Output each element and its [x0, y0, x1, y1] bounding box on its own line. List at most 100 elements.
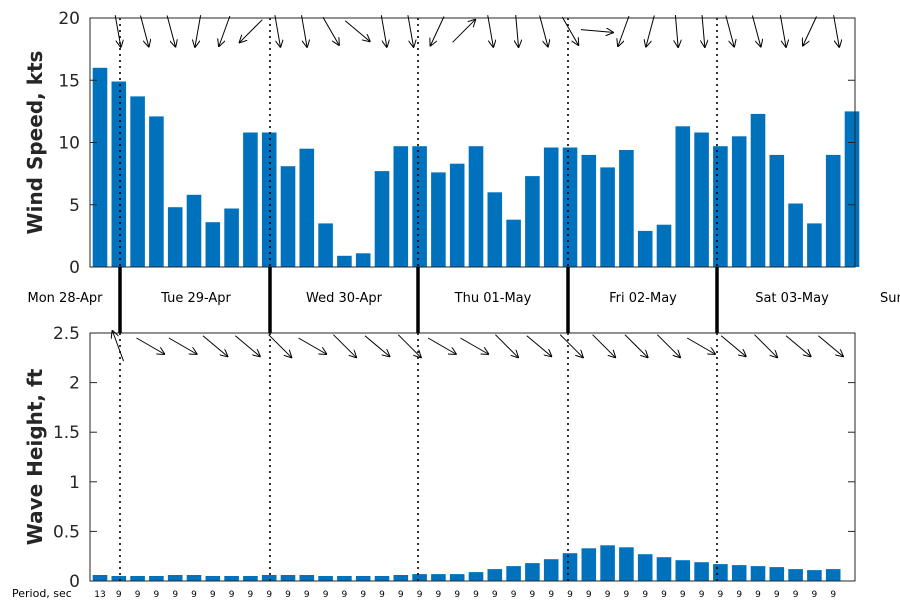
wave-direction-arrow-15	[559, 334, 583, 358]
wave-bar-37	[769, 567, 785, 581]
wave-bar-35	[731, 565, 747, 581]
wave-direction-arrow-20	[720, 335, 746, 357]
wind-ytick-label-1: 5	[69, 196, 80, 216]
period-value-8: 9	[229, 590, 235, 600]
wave-bar-15	[355, 576, 371, 581]
wave-bar-2	[111, 576, 127, 581]
wind-bar-38	[788, 203, 803, 267]
wave-bar-30	[637, 554, 653, 581]
wave-direction-arrow-2	[136, 337, 165, 354]
wave-bar-14	[337, 576, 352, 581]
wave-bar-6	[186, 575, 202, 581]
period-value-16: 9	[379, 590, 385, 600]
wind-bar-5	[167, 207, 183, 267]
wave-bar-33	[694, 562, 709, 581]
wave-direction-arrow-16	[592, 334, 616, 358]
period-value-17: 9	[398, 590, 404, 600]
wind-bar-18	[412, 146, 427, 267]
wind-direction-arrow-4	[195, 15, 202, 47]
period-value-37: 9	[774, 590, 780, 600]
wind-bar-9	[243, 132, 258, 267]
period-value-4: 9	[154, 590, 160, 600]
wave-bar-13	[318, 576, 333, 581]
period-value-36: 9	[755, 590, 761, 600]
wave-bar-16	[374, 576, 390, 581]
wave-ytick-label-1: 0.5	[53, 522, 80, 542]
wave-bar-9	[243, 576, 258, 581]
wind-bar-3	[130, 96, 145, 268]
wave-bar-22	[487, 569, 503, 581]
wind-bar-24	[525, 176, 540, 267]
period-value-25: 9	[548, 590, 554, 600]
wind-direction-arrow-20	[618, 15, 630, 46]
period-value-11: 9	[285, 590, 291, 600]
period-value-15: 9	[360, 590, 366, 600]
wind-direction-arrow-11	[380, 15, 387, 47]
wind-bar-12	[299, 148, 315, 267]
period-value-3: 9	[135, 590, 141, 600]
wind-bar-30	[637, 230, 653, 267]
wave-direction-arrow-1	[113, 331, 124, 362]
wind-direction-arrow-14	[452, 20, 476, 43]
wind-direction-arrow-16	[516, 15, 519, 47]
period-value-23: 9	[511, 590, 517, 600]
wave-direction-arrow-17	[624, 334, 648, 358]
wave-bar-1	[92, 575, 108, 581]
wave-bar-10	[261, 575, 277, 581]
wind-bar-1	[92, 67, 108, 267]
period-value-21: 9	[473, 590, 479, 600]
wind-direction-arrow-12	[407, 15, 414, 47]
period-value-22: 9	[492, 590, 498, 600]
day-label-5: Fri 02-May	[609, 291, 677, 306]
wave-ytick-label-5: 2.5	[53, 324, 80, 344]
wave-direction-arrow-6	[268, 334, 292, 358]
wave-bar-31	[656, 557, 672, 581]
wind-direction-arrow-23	[702, 15, 705, 47]
wind-bar-13	[318, 223, 333, 267]
wind-direction-arrow-7	[274, 15, 281, 47]
wind-bar-22	[487, 192, 503, 267]
period-value-6: 9	[191, 590, 197, 600]
period-value-7: 9	[210, 590, 216, 600]
wind-direction-arrow-1	[114, 15, 121, 47]
wave-direction-arrow-18	[656, 334, 680, 358]
wave-direction-arrow-14	[526, 335, 552, 357]
wind-direction-arrow-10	[344, 20, 370, 42]
wind-direction-arrow-9	[322, 16, 339, 45]
wind-bar-8	[224, 208, 239, 267]
wind-ytick-label-2: 10	[58, 134, 80, 154]
wind-bar-32	[675, 126, 691, 267]
period-value-31: 9	[661, 590, 667, 600]
wind-direction-arrow-18	[561, 16, 578, 45]
wave-direction-arrow-8	[333, 334, 356, 358]
wind-direction-arrow-8	[301, 15, 308, 47]
period-value-24: 9	[530, 590, 536, 600]
wave-direction-arrow-10	[397, 334, 421, 358]
wind-bar-41	[844, 111, 860, 268]
wave-bar-36	[750, 566, 766, 581]
wind-bar-36	[750, 113, 766, 268]
wind-bar-16	[374, 171, 390, 267]
period-value-38: 9	[793, 590, 799, 600]
wind-bar-2	[111, 81, 127, 267]
wind-bar-37	[769, 154, 785, 267]
wave-direction-arrow-23	[818, 335, 843, 357]
wind-direction-arrow-19	[580, 30, 613, 33]
wind-bar-40	[825, 154, 841, 267]
wave-ytick-label-0: 0	[69, 572, 80, 592]
wind-direction-arrow-24	[725, 15, 734, 47]
wind-bar-4	[149, 116, 164, 268]
wave-direction-arrow-9	[364, 335, 390, 357]
wave-bar-38	[788, 569, 803, 581]
period-title: Period, sec	[12, 587, 72, 600]
wave-bar-5	[167, 575, 183, 581]
wind-direction-arrow-5	[219, 15, 231, 46]
wave-bar-17	[393, 575, 409, 581]
wave-ytick-label-2: 1	[69, 473, 80, 493]
wave-direction-arrow-13	[495, 334, 518, 358]
wind-bar-11	[280, 166, 296, 267]
wave-bar-24	[525, 563, 540, 581]
wind-direction-arrow-25	[751, 15, 760, 47]
wave-bar-8	[224, 576, 239, 581]
